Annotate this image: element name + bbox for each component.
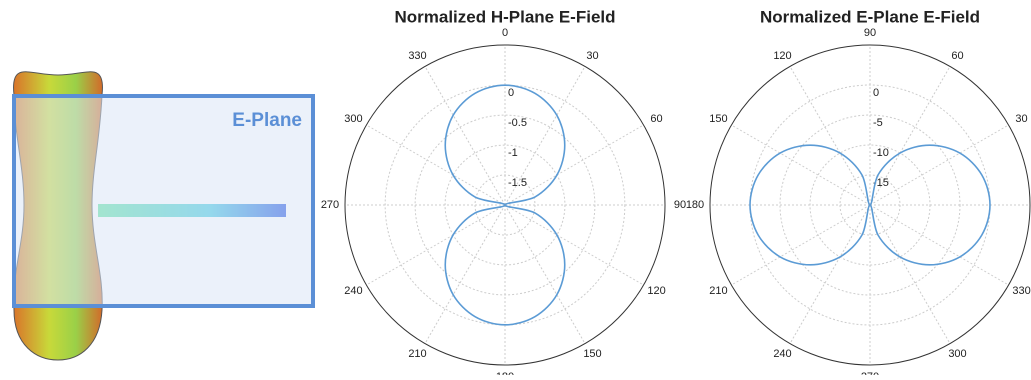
theta-tick-label: 300 (344, 113, 362, 125)
r-tick-label: -1.5 (508, 177, 527, 189)
theta-tick-label: 270 (321, 199, 339, 211)
r-tick-label: -0.5 (508, 117, 527, 129)
figure: E-Plane Normalized H-Plane E-Field030609… (0, 0, 1031, 375)
r-tick-label: 0 (508, 87, 514, 99)
theta-tick-label: 210 (408, 348, 426, 360)
theta-tick-label: 150 (583, 348, 601, 360)
theta-tick-label: 30 (1015, 113, 1027, 125)
r-tick-label: -10 (873, 147, 889, 159)
theta-tick-label: 240 (344, 285, 362, 297)
theta-tick-label: 90 (864, 27, 876, 39)
theta-tick-label: 180 (686, 199, 704, 211)
theta-tick-label: 210 (709, 285, 727, 297)
theta-tick-label: 0 (502, 27, 508, 39)
theta-tick-label: 270 (861, 371, 879, 375)
theta-tick-label: 60 (951, 50, 963, 62)
theta-tick-label: 330 (408, 50, 426, 62)
plane-label: E-Plane (232, 110, 302, 131)
r-tick-label: 0 (873, 87, 879, 99)
theta-tick-label: 120 (647, 285, 665, 297)
polar-chart: Normalized E-Plane E-Field 0 30 60 90 120 150 1… (686, 7, 1031, 375)
theta-tick-label: 240 (773, 348, 791, 360)
chart-title: Normalized H-Plane E-Field (394, 7, 615, 26)
r-tick-label: -5 (873, 117, 883, 129)
theta-tick-label: 90 (674, 199, 686, 211)
r-tick-label: -1 (508, 147, 518, 159)
chart-title: Normalized E-Plane E-Field (760, 7, 980, 26)
theta-tick-label: 180 (496, 371, 514, 375)
theta-tick-label: 330 (1012, 285, 1030, 297)
polar-chart: Normalized H-Plane E-Field03060901201501… (321, 7, 686, 375)
theta-tick-label: 300 (948, 348, 966, 360)
theta-tick-label: 60 (650, 113, 662, 125)
theta-tick-label: 30 (586, 50, 598, 62)
theta-tick-label: 150 (709, 113, 727, 125)
theta-tick-label: 120 (773, 50, 791, 62)
illustration: E-Plane (13, 72, 313, 360)
